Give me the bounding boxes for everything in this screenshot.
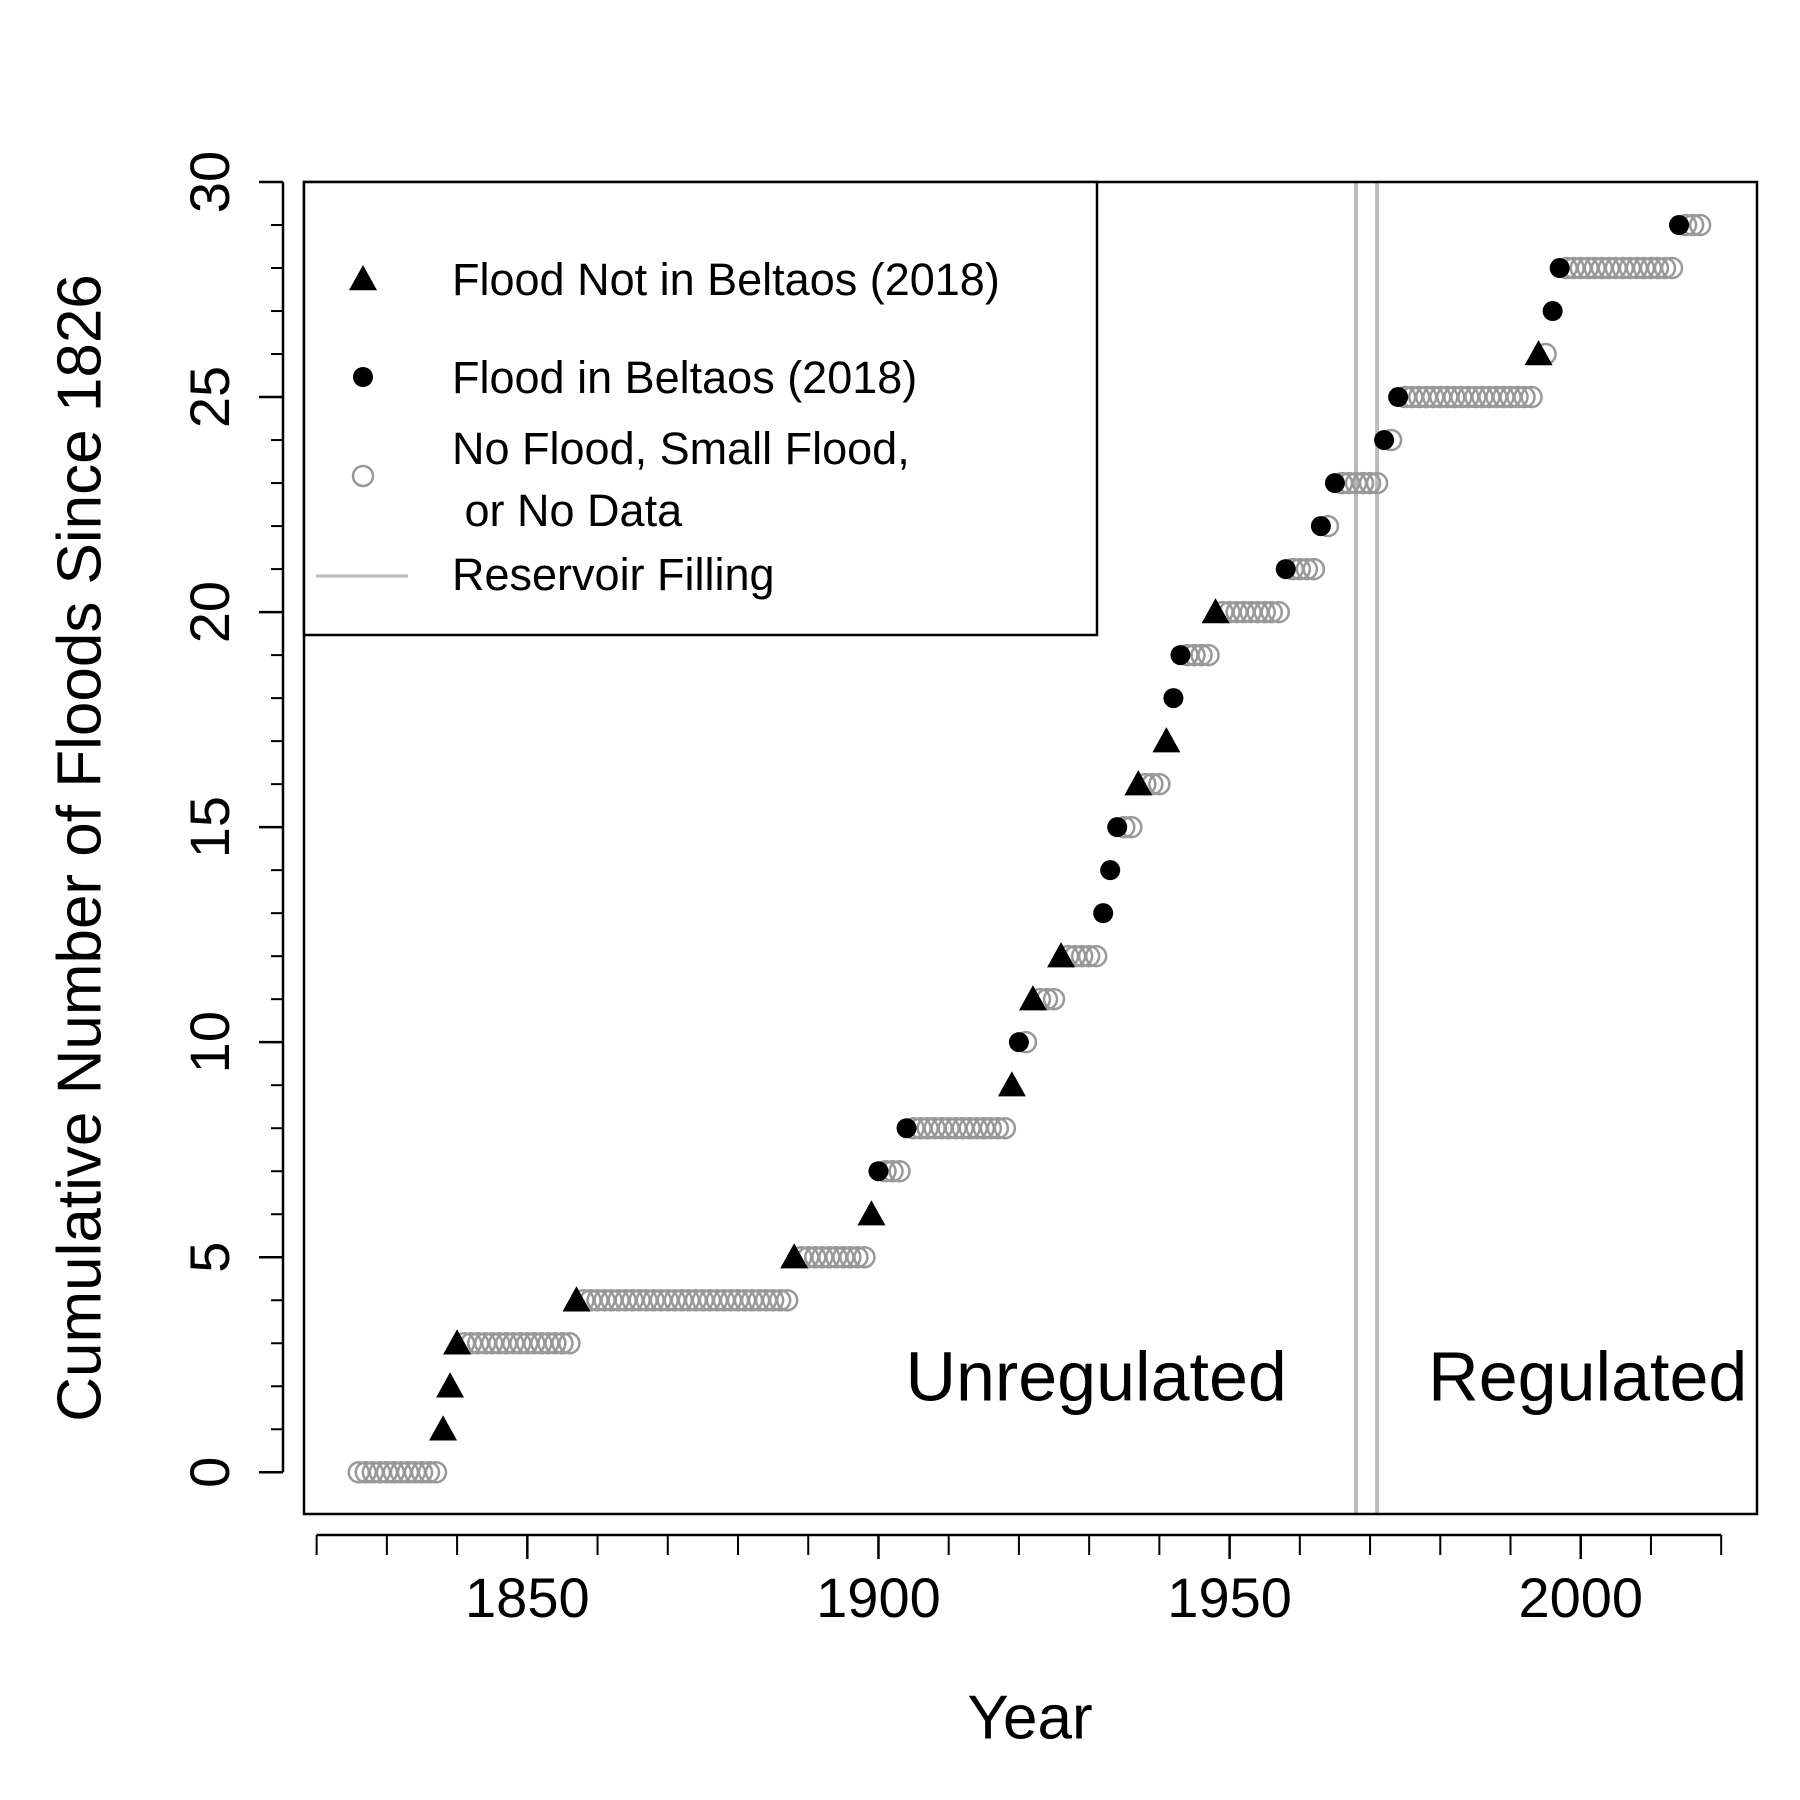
open-point — [986, 1116, 1010, 1140]
open-point — [1646, 256, 1670, 280]
open-point — [1190, 643, 1213, 667]
legend-label: Reservoir Filling — [452, 549, 775, 600]
legend-box — [302, 180, 1099, 637]
open-point — [558, 1332, 581, 1355]
legend-marker — [351, 464, 375, 488]
open-point — [1253, 600, 1276, 624]
open-point — [424, 1461, 448, 1484]
open-point — [1042, 987, 1066, 1011]
filled-point — [1107, 817, 1128, 838]
y-tick-label: 0 — [178, 1457, 241, 1488]
filled-point — [1388, 387, 1409, 408]
filled-point — [1542, 301, 1563, 322]
open-point — [544, 1332, 567, 1355]
open-point — [1513, 385, 1536, 409]
open-point — [1267, 600, 1291, 624]
legend-marker — [349, 265, 377, 291]
triangle-point — [997, 1071, 1026, 1097]
open-point — [1302, 557, 1326, 581]
open-point — [993, 1116, 1017, 1140]
open-point — [853, 1245, 876, 1269]
filled-point — [1669, 215, 1690, 236]
open-point — [768, 1288, 792, 1312]
open-point — [1197, 643, 1220, 667]
open-point — [1520, 385, 1543, 409]
filled-point — [1100, 860, 1121, 881]
y-tick-label: 30 — [178, 151, 241, 213]
filled-point — [1275, 559, 1296, 580]
x-tick-label: 1850 — [465, 1566, 590, 1629]
open-point — [1506, 385, 1529, 409]
open-point — [979, 1116, 1003, 1140]
triangle-point — [1124, 770, 1153, 796]
triangle-point — [857, 1200, 886, 1226]
legend-marker — [353, 367, 373, 387]
open-point — [1295, 557, 1319, 581]
x-tick-label: 1900 — [816, 1566, 941, 1629]
open-point — [1365, 471, 1389, 495]
open-point — [839, 1245, 862, 1269]
open-point — [1260, 600, 1283, 624]
x-axis-title: Year — [967, 1683, 1092, 1752]
filled-point — [1093, 903, 1114, 924]
filled-point — [1008, 1032, 1029, 1053]
filled-point — [896, 1118, 917, 1139]
open-point — [417, 1461, 441, 1484]
annotation: Regulated — [1428, 1337, 1747, 1415]
y-tick-label: 20 — [178, 581, 241, 643]
filled-point — [1374, 430, 1395, 451]
triangle-point — [562, 1286, 591, 1312]
open-point — [410, 1461, 434, 1484]
triangle-point — [1524, 340, 1553, 366]
open-point — [551, 1332, 574, 1355]
legend-label-box: No Flood, Small Flood, or No Data — [452, 423, 910, 536]
y-tick-label: 15 — [178, 796, 241, 858]
open-point — [1660, 256, 1684, 280]
open-point — [888, 1159, 911, 1183]
legend-label: Flood Not in Beltaos (2018) — [452, 254, 1000, 305]
x-tick-label: 2000 — [1518, 1566, 1643, 1629]
legend-label: Flood in Beltaos (2018) — [452, 352, 917, 403]
y-axis-title: Cumulative Number of Floods Since 1826 — [45, 274, 114, 1422]
x-tick-label: 1950 — [1167, 1566, 1292, 1629]
open-point — [761, 1288, 785, 1312]
triangle-point — [1047, 942, 1076, 968]
filled-point — [1170, 645, 1191, 666]
open-point — [1070, 944, 1094, 968]
triangle-point — [443, 1329, 472, 1355]
annotation: Unregulated — [905, 1337, 1286, 1415]
open-point — [846, 1245, 869, 1269]
open-point — [1688, 213, 1712, 237]
open-point — [775, 1288, 799, 1312]
y-tick-label: 5 — [178, 1242, 241, 1273]
open-point — [1077, 944, 1101, 968]
triangle-point — [1152, 727, 1181, 753]
triangle-point — [1201, 598, 1230, 624]
filled-point — [868, 1161, 889, 1182]
filled-point — [1163, 688, 1184, 709]
open-point — [1653, 256, 1677, 280]
filled-point — [1324, 473, 1345, 494]
triangle-point — [429, 1415, 458, 1441]
open-point — [1358, 471, 1382, 495]
triangle-point — [780, 1243, 809, 1269]
filled-point — [1549, 258, 1570, 279]
open-point — [1148, 772, 1171, 796]
open-point — [1351, 471, 1375, 495]
open-point — [1084, 944, 1108, 968]
triangle-point — [1018, 985, 1047, 1011]
triangle-point — [436, 1372, 465, 1398]
filled-point — [1310, 516, 1331, 537]
y-tick-label: 10 — [178, 1011, 241, 1073]
legend-label: No Flood, Small Flood, or No Data — [452, 423, 910, 536]
y-tick-label: 25 — [178, 366, 241, 428]
